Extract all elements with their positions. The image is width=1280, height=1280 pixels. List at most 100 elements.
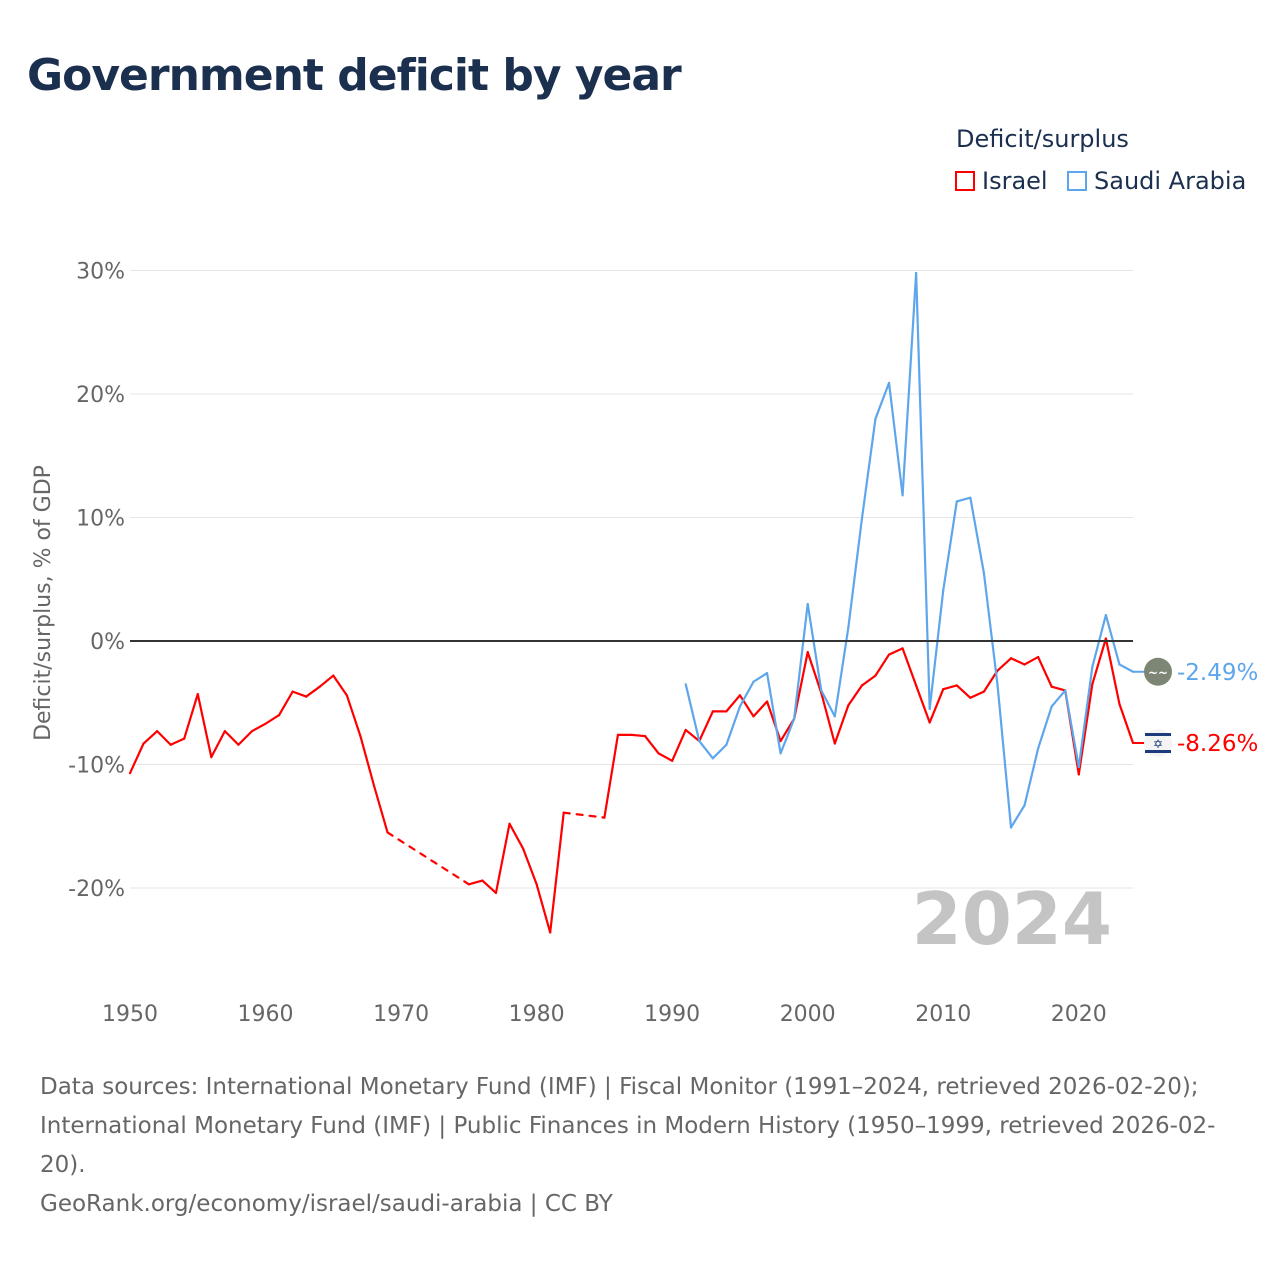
series-segment-israel [196,693,213,759]
end-value-label-israel: -8.26% [1177,731,1258,757]
series-segment-israel [887,647,904,656]
series-segment-israel [1023,655,1040,666]
series-segment-israel [210,730,226,759]
series-segment-saudi-arabia [996,683,1013,829]
series-segment-saudi-arabia [1064,689,1080,769]
series-segment-saudi-arabia [833,626,850,718]
x-tick-label: 1960 [238,1002,294,1027]
legend-item-israel[interactable]: Israel [955,167,1048,195]
footer: Data sources: International Monetary Fun… [40,1068,1240,1224]
series-segment-saudi-arabia [969,496,986,575]
x-tick-label: 1990 [644,1002,700,1027]
series-segment-saudi-arabia [915,271,931,711]
end-value-label-saudi-arabia: -2.49% [1177,660,1258,686]
series-segment-israel [684,728,701,743]
series-segment-israel [1091,637,1107,686]
series-segment-israel [332,674,348,697]
series-segment-saudi-arabia [887,381,904,497]
y-tick-label: 0% [90,630,125,655]
series-segment-israel [372,784,389,834]
series-segment-saudi-arabia [725,705,742,746]
series-segment-israel [562,811,606,819]
series-segment-israel [250,722,267,733]
series-segment-saudi-arabia [1009,804,1026,829]
series-segment-saudi-arabia [820,689,836,718]
y-axis-label: Deficit/surplus, % of GDP [31,465,56,741]
series-segment-israel [1009,657,1026,666]
saudi-arabia-flag-icon [1144,657,1172,686]
series-segment-israel [860,674,877,687]
series-segment-israel [318,674,335,688]
y-tick-label: 30% [76,260,125,285]
series-segment-israel [481,879,498,895]
y-tick-label: 20% [76,383,125,408]
series-segment-saudi-arabia [752,672,769,683]
series-segment-saudi-arabia [1023,747,1040,807]
series-segment-israel [521,847,538,886]
series-segment-israel [955,684,972,699]
series-segment-israel [928,688,945,724]
series-segment-saudi-arabia [860,417,877,520]
series-segment-israel [291,690,308,698]
series-segment-israel [942,684,958,691]
chart-title: Government deficit by year [27,50,682,101]
legend-title: Deficit/surplus [956,125,1129,153]
israel-flag-stripe [1145,733,1171,737]
series-segment-israel [494,822,511,895]
series-segment-saudi-arabia [901,271,918,497]
series-segment-israel [1077,683,1094,776]
series-segment-israel [698,710,714,743]
series-segment-saudi-arabia [1050,689,1067,708]
legend-item-saudi-arabia[interactable]: Saudi Arabia [1067,167,1246,195]
series-segment-israel [847,684,864,707]
series-segment-saudi-arabia [765,672,782,755]
series-segment-saudi-arabia [738,680,755,708]
legend-swatch-saudi-arabia [1067,171,1087,191]
series-segment-saudi-arabia [955,496,972,503]
data-sources: Data sources: International Monetary Fun… [40,1074,1216,1178]
series-segment-saudi-arabia [1077,665,1094,769]
series-segment-saudi-arabia [684,683,701,743]
series-segment-saudi-arabia [806,602,823,692]
series-segment-israel [657,752,674,762]
series-segment-israel [183,693,199,740]
series-segment-israel [969,690,986,699]
series-segment-israel [901,647,918,687]
year-watermark: 2024 [912,877,1112,961]
series-segment-israel [603,733,620,819]
x-tick-label: 2020 [1051,1002,1107,1027]
series-segment-saudi-arabia [711,743,728,760]
series-segment-israel [359,734,376,787]
series-segment-israel [305,685,321,698]
x-tick-label: 2000 [780,1002,836,1027]
series-segment-saudi-arabia [779,717,796,755]
series-segment-israel [386,831,470,886]
source-credit-link[interactable]: GeoRank.org/economy/israel/saudi-arabia … [40,1191,613,1217]
series-segment-israel [671,728,687,762]
series-segment-israel [752,700,769,718]
series-segment-israel [1050,685,1067,692]
series-segment-israel [549,811,565,934]
series-segment-saudi-arabia [982,571,999,686]
saudi-flag-script: ~~ [1148,666,1168,680]
series-segment-saudi-arabia [793,602,809,720]
series-segment-israel [128,742,145,775]
series-segment-israel [467,879,484,886]
series-segment-israel [169,737,186,746]
series-segment-saudi-arabia [1118,663,1135,673]
series-segment-israel [915,684,931,724]
series-segment-israel [833,704,850,745]
series-segment-israel [725,694,742,713]
series-segment-saudi-arabia [1037,705,1053,750]
y-tick-label: -20% [68,877,125,902]
x-tick-label: 1950 [102,1002,158,1027]
series-segment-saudi-arabia [942,500,958,592]
series-segment-israel [1104,637,1121,706]
x-tick-label: 2010 [915,1002,971,1027]
series-segment-israel [1118,702,1135,745]
series-segment-israel [277,690,294,717]
series-segment-israel [996,657,1013,672]
series-segment-saudi-arabia [874,381,891,420]
series-segment-israel [508,822,525,850]
